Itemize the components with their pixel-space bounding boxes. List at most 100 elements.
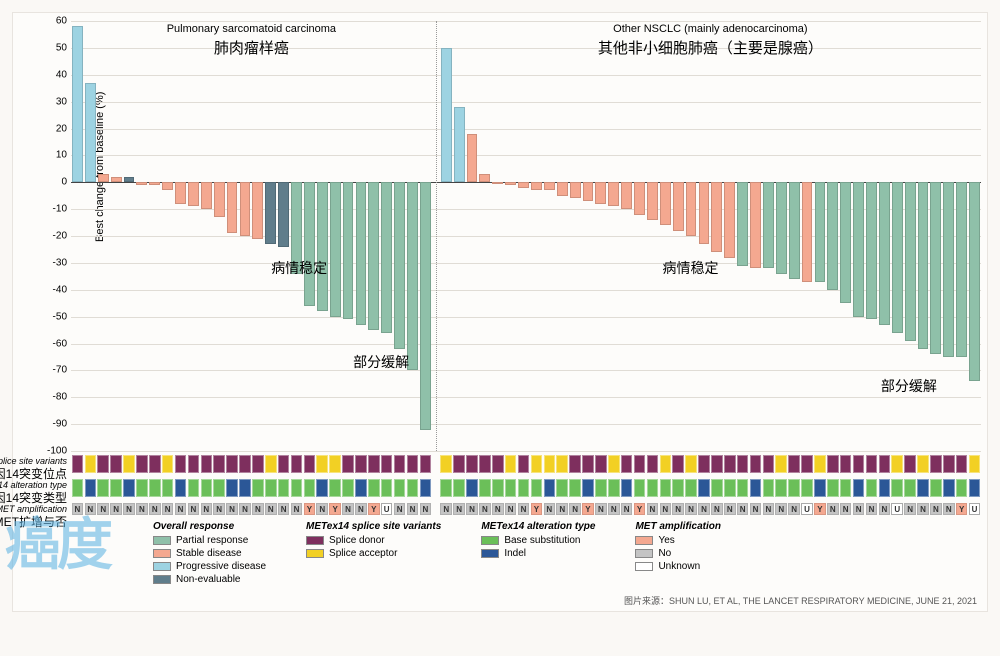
track-cell: N: [672, 503, 684, 515]
track-cell: [853, 479, 865, 497]
bar: [583, 182, 594, 201]
track-cell: [149, 479, 161, 497]
track-cell: [531, 455, 543, 473]
track-cell: [492, 479, 504, 497]
bar: [879, 182, 890, 324]
track-cell: N: [943, 503, 955, 515]
bar: [531, 182, 542, 190]
y-tick-label: 50: [41, 42, 67, 53]
legend-label: Partial response: [176, 535, 248, 546]
track-cell: [85, 455, 97, 473]
legend-label: Yes: [658, 535, 674, 546]
track-cell: [355, 479, 367, 497]
y-tick-label: -30: [41, 257, 67, 268]
track-cell: N: [188, 503, 200, 515]
track-cell: [252, 479, 264, 497]
legend-swatch: [153, 549, 171, 558]
track-cell: [162, 455, 174, 473]
bar: [479, 174, 490, 182]
track-cell: Y: [814, 503, 826, 515]
bar: [711, 182, 722, 252]
bar: [789, 182, 800, 279]
track-cell: N: [724, 503, 736, 515]
bar: [505, 182, 516, 185]
track-cell: Y: [304, 503, 316, 515]
legend-group: METex14 splice site variantsSplice donor…: [306, 521, 441, 587]
track-cell: [969, 479, 981, 497]
track-row-amplification: MET amplificationMET扩增与否NNNNNNNNNNNNNNNN…: [71, 503, 981, 515]
bar: [240, 182, 251, 236]
gridline: [71, 451, 981, 452]
track-cell: N: [265, 503, 277, 515]
track-cell: [479, 479, 491, 497]
track-cell: [711, 479, 723, 497]
track-cell: N: [930, 503, 942, 515]
track-cell: [136, 455, 148, 473]
legend-swatch: [481, 536, 499, 545]
y-tick-label: -60: [41, 338, 67, 349]
track-cell: [453, 479, 465, 497]
legend-swatch: [153, 536, 171, 545]
track-cell: [175, 455, 187, 473]
bar: [724, 182, 735, 257]
track-cell: N: [840, 503, 852, 515]
track-cell: [608, 455, 620, 473]
legend-title: METex14 alteration type: [481, 521, 595, 532]
image-credit: 图片来源：SHUN LU, ET AL, THE LANCET RESPIRAT…: [624, 594, 977, 607]
track-cell: N: [621, 503, 633, 515]
track-cell: [226, 455, 238, 473]
chart-annotation: 病情稳定: [663, 258, 719, 278]
track-cell: [381, 455, 393, 473]
track-cell: [853, 455, 865, 473]
track-cell: [930, 455, 942, 473]
track-cell: N: [595, 503, 607, 515]
track-cell: [278, 455, 290, 473]
track-cell: N: [788, 503, 800, 515]
legend-label: No: [658, 548, 671, 559]
track-cell: [97, 479, 109, 497]
track-cell: [827, 455, 839, 473]
track-cell: [569, 479, 581, 497]
bar: [905, 182, 916, 341]
y-tick-label: -40: [41, 284, 67, 295]
legend-item: No: [635, 548, 721, 559]
y-tick-label: -100: [41, 446, 67, 457]
bar: [188, 182, 199, 206]
track-cell: N: [904, 503, 916, 515]
track-cell: [763, 455, 775, 473]
bar: [557, 182, 568, 195]
track-cell: [814, 455, 826, 473]
legend-label: Base substitution: [504, 535, 580, 546]
track-cell: N: [917, 503, 929, 515]
track-cell: [775, 455, 787, 473]
track-cell: N: [201, 503, 213, 515]
track-cell: [840, 479, 852, 497]
y-tick-label: 40: [41, 69, 67, 80]
bar: [866, 182, 877, 319]
track-cell: [672, 455, 684, 473]
legend-swatch: [635, 562, 653, 571]
bar: [278, 182, 289, 247]
track-cell: [466, 479, 478, 497]
track-cell: Y: [329, 503, 341, 515]
track-cell: N: [608, 503, 620, 515]
y-tick-label: -90: [41, 419, 67, 430]
y-tick-label: 30: [41, 96, 67, 107]
track-cell: [891, 479, 903, 497]
track-cell: [342, 479, 354, 497]
track-cell: [917, 455, 929, 473]
track-cell: [930, 479, 942, 497]
track-cell: N: [556, 503, 568, 515]
legend-swatch: [481, 549, 499, 558]
watermark: 癌度: [5, 500, 109, 581]
y-tick-label: -10: [41, 204, 67, 215]
bar: [570, 182, 581, 198]
bar: [776, 182, 787, 273]
track-cell: [724, 455, 736, 473]
track-cell: [685, 455, 697, 473]
bar: [918, 182, 929, 349]
track-cell: N: [775, 503, 787, 515]
track-cell: [801, 455, 813, 473]
track-row-alteration: METex14 alteration typeMET基因14突变类型: [71, 479, 981, 497]
legend-swatch: [153, 562, 171, 571]
